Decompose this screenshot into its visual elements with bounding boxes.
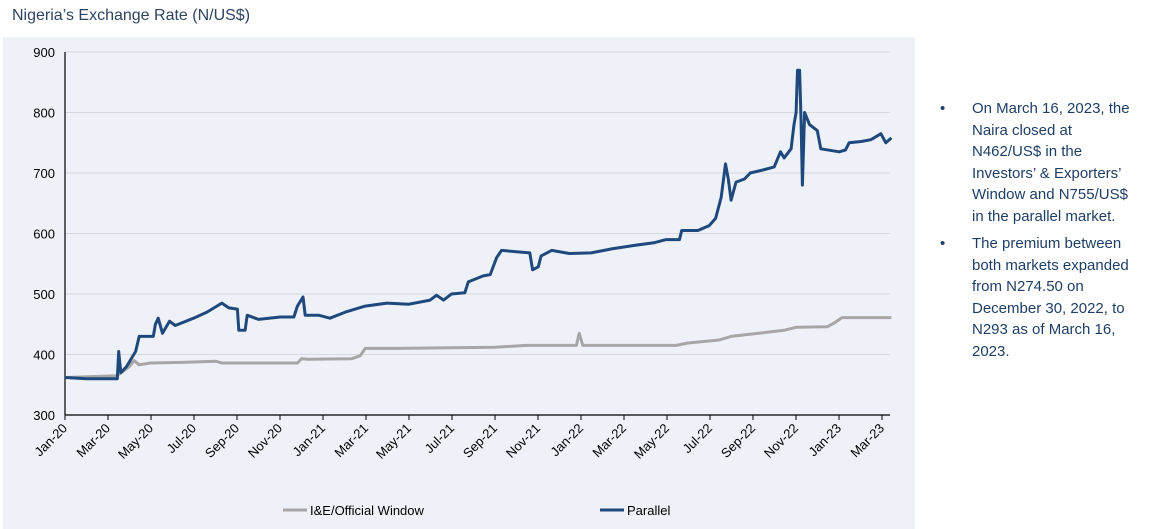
- x-tick-label: May-21: [373, 421, 414, 462]
- y-tick-label: 400: [33, 348, 55, 363]
- note-item: • On March 16, 2023, the Naira closed at …: [935, 98, 1135, 227]
- x-tick-label: Jul-22: [679, 421, 715, 457]
- x-tick-label: Nov-22: [761, 421, 801, 461]
- legend-label: I&E/Official Window: [310, 503, 425, 518]
- x-tick-label: Jan-20: [31, 421, 70, 460]
- x-tick-label: Jul-20: [163, 421, 199, 457]
- x-tick-label: Nov-20: [245, 421, 285, 461]
- x-tick-label: Jan-21: [289, 421, 328, 460]
- y-tick-label: 700: [33, 166, 55, 181]
- x-tick-label: Jan-22: [547, 421, 586, 460]
- x-tick-label: Jul-21: [421, 421, 457, 457]
- series-line-official-window: [64, 316, 892, 379]
- bullet-icon: •: [940, 100, 946, 117]
- x-tick-label: Mar-21: [331, 421, 371, 461]
- y-tick-label: 900: [33, 45, 55, 60]
- note-text: On March 16, 2023, the Naira closed at N…: [972, 100, 1130, 225]
- x-tick-label: Nov-21: [503, 421, 543, 461]
- x-tick-label: May-22: [631, 421, 672, 462]
- y-tick-label: 300: [33, 408, 55, 423]
- x-tick-label: Sep-22: [718, 421, 758, 461]
- note-item: • The premium between both markets expand…: [935, 233, 1135, 362]
- x-tick-label: Sep-20: [202, 421, 242, 461]
- y-tick-label: 500: [33, 287, 55, 302]
- y-tick-label: 800: [33, 106, 55, 121]
- x-tick-label: Mar-23: [847, 421, 887, 461]
- x-tick-label: Mar-20: [73, 421, 113, 461]
- x-tick-label: Mar-22: [589, 421, 629, 461]
- legend-label: Parallel: [627, 503, 670, 518]
- x-tick-label: Jan-23: [805, 421, 844, 460]
- x-tick-label: May-20: [115, 421, 156, 462]
- series-line-parallel: [64, 68, 893, 381]
- note-text: The premium between both markets expande…: [972, 235, 1129, 360]
- x-tick-label: Sep-21: [460, 421, 500, 461]
- chart-area: [3, 37, 915, 529]
- y-tick-label: 600: [33, 227, 55, 242]
- chart-title: Nigeria’s Exchange Rate (N/US$): [12, 7, 251, 24]
- bullet-icon: •: [940, 235, 946, 252]
- notes-list: • On March 16, 2023, the Naira closed at …: [935, 98, 1135, 368]
